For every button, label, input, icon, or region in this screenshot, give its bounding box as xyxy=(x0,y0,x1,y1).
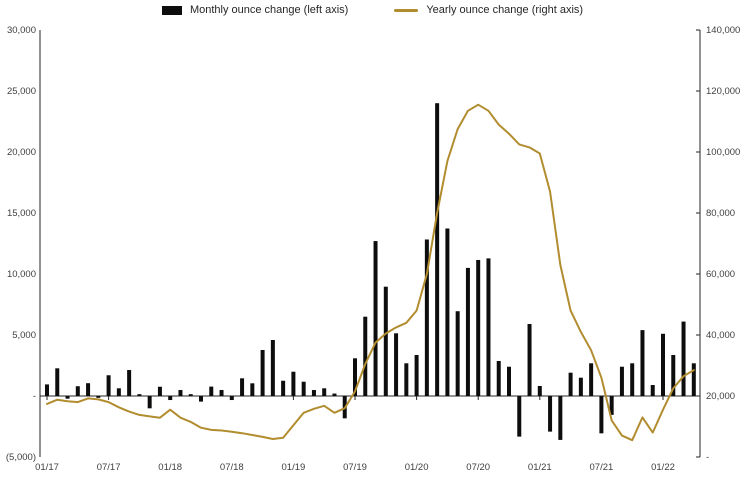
svg-text:07/18: 07/18 xyxy=(220,462,244,473)
svg-text:120,000: 120,000 xyxy=(706,86,740,97)
svg-text:07/21: 07/21 xyxy=(590,462,614,473)
svg-text:10,000: 10,000 xyxy=(7,269,36,280)
svg-text:40,000: 40,000 xyxy=(706,330,735,341)
svg-text:07/20: 07/20 xyxy=(466,462,490,473)
chart-legend: Monthly ounce change (left axis) Yearly … xyxy=(0,4,745,16)
svg-text:01/17: 01/17 xyxy=(35,462,59,473)
svg-text:15,000: 15,000 xyxy=(7,208,36,219)
legend-label-monthly: Monthly ounce change (left axis) xyxy=(189,4,349,16)
svg-text:07/17: 07/17 xyxy=(97,462,121,473)
svg-text:100,000: 100,000 xyxy=(706,147,740,158)
svg-text:25,000: 25,000 xyxy=(7,86,36,97)
svg-text:(5,000): (5,000) xyxy=(6,452,36,463)
svg-text:20,000: 20,000 xyxy=(7,147,36,158)
svg-text:01/21: 01/21 xyxy=(528,462,552,473)
monthly-bar-swatch-icon xyxy=(161,5,182,15)
svg-text:01/19: 01/19 xyxy=(282,462,306,473)
svg-text:-: - xyxy=(33,391,36,402)
svg-text:30,000: 30,000 xyxy=(7,25,36,36)
svg-text:01/22: 01/22 xyxy=(651,462,675,473)
svg-text:01/20: 01/20 xyxy=(405,462,429,473)
yearly-line-swatch-icon xyxy=(394,8,419,12)
svg-text:5,000: 5,000 xyxy=(12,330,36,341)
svg-text:-: - xyxy=(706,452,709,463)
svg-text:01/18: 01/18 xyxy=(158,462,182,473)
legend-item-yearly: Yearly ounce change (right axis) xyxy=(394,4,583,16)
svg-text:140,000: 140,000 xyxy=(706,25,740,36)
svg-text:07/19: 07/19 xyxy=(343,462,367,473)
legend-item-monthly: Monthly ounce change (left axis) xyxy=(161,4,349,16)
svg-text:20,000: 20,000 xyxy=(706,391,735,402)
svg-text:80,000: 80,000 xyxy=(706,208,735,219)
svg-text:60,000: 60,000 xyxy=(706,269,735,280)
legend-label-yearly: Yearly ounce change (right axis) xyxy=(426,4,584,16)
